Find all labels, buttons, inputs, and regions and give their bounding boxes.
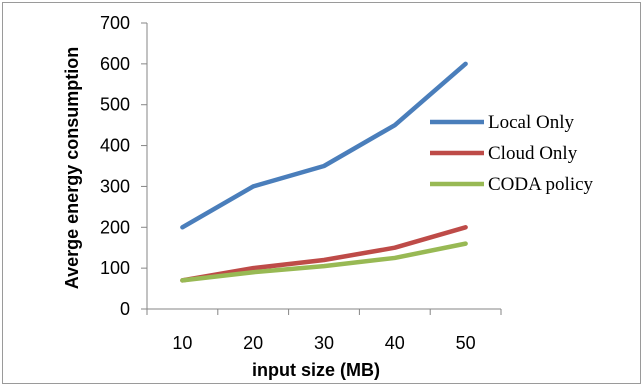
axes: [141, 22, 502, 315]
y-tick-labels: 0 100 200 300 400 500 600 700: [100, 13, 130, 319]
y-tick-label: 500: [100, 95, 130, 115]
series-line-cloud-only: [180, 225, 468, 283]
legend: Local Only Cloud Only CODA policy: [430, 112, 594, 195]
y-axis-title: Averge energy consumption: [62, 47, 82, 289]
series-line-coda-policy: [180, 241, 468, 283]
series-line-local-only: [180, 61, 468, 230]
x-tick-label: 50: [456, 333, 476, 353]
chart-frame: [2, 2, 641, 384]
series-lines: [180, 61, 468, 283]
y-tick-label: 200: [100, 217, 130, 237]
legend-label: CODA policy: [488, 174, 594, 195]
x-tick-label: 30: [314, 333, 334, 353]
y-tick-label: 400: [100, 136, 130, 156]
x-tick-labels: 10 20 30 40 50: [172, 333, 475, 353]
x-tick-label: 20: [243, 333, 263, 353]
x-tick-label: 10: [172, 333, 192, 353]
x-axis-title: input size (MB): [252, 360, 380, 380]
x-tick-label: 40: [385, 333, 405, 353]
y-tick-label: 700: [100, 13, 130, 33]
y-tick-label: 0: [120, 299, 130, 319]
y-tick-label: 100: [100, 258, 130, 278]
legend-label: Local Only: [488, 112, 575, 133]
y-tick-label: 600: [100, 54, 130, 74]
legend-label: Cloud Only: [488, 143, 578, 164]
y-tick-label: 300: [100, 176, 130, 196]
